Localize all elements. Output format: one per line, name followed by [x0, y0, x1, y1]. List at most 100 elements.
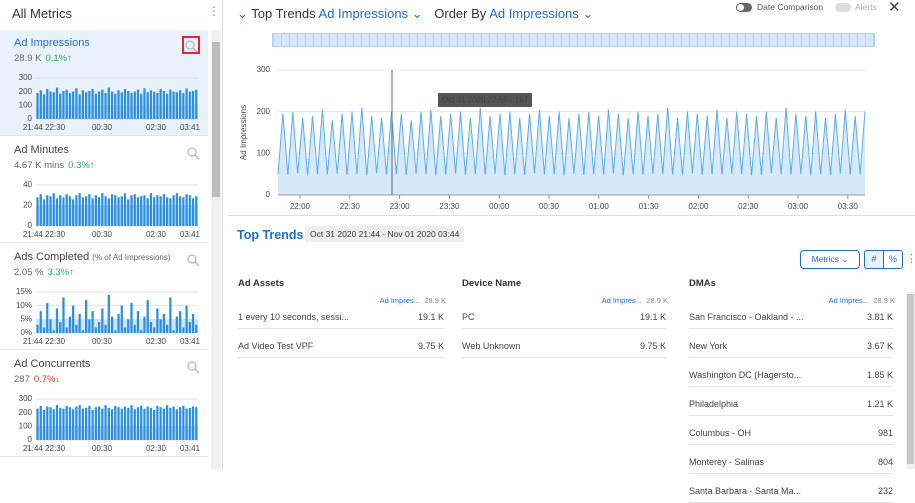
bar — [75, 88, 78, 119]
bar — [130, 93, 133, 119]
table-row[interactable]: PC 19.1 K — [462, 306, 666, 329]
bar — [46, 195, 49, 226]
alerts-toggle[interactable] — [835, 3, 851, 12]
bar — [101, 408, 104, 440]
bar — [182, 405, 185, 440]
bar — [94, 327, 97, 333]
toggle-label: Date Comparison — [757, 2, 824, 12]
bar — [88, 90, 91, 119]
bar — [169, 297, 172, 333]
zoom-icon[interactable] — [186, 145, 200, 160]
bar — [62, 197, 65, 226]
table-row[interactable]: Ad Video Test VPF 9.75 K — [238, 335, 444, 358]
bar — [162, 90, 166, 119]
percent-button[interactable]: % — [883, 250, 903, 269]
bar — [178, 196, 182, 226]
bar — [149, 193, 153, 226]
toggle[interactable] — [736, 3, 752, 12]
table-row[interactable]: San Francisco - Oakland - ... 3.81 K — [689, 306, 893, 329]
table-row[interactable]: 1 every 10 seconds, sessi... 19.1 K — [238, 306, 444, 329]
bar — [52, 193, 55, 226]
table-row[interactable]: Santa Barbara - Santa Ma... 232 — [689, 480, 893, 503]
bar — [107, 87, 110, 119]
metric-card[interactable]: Ads Completed (% of Ad Impressions) 2.05 … — [0, 244, 208, 350]
bar — [65, 89, 68, 119]
bar — [114, 93, 117, 119]
metric-card[interactable]: Ad Impressions 28.9 K 0.1%↑ 0 100 200 300 21:44… — [0, 30, 208, 136]
metric-name: Ad Impressions — [14, 37, 90, 49]
table-row[interactable]: New York 3.67 K — [689, 335, 893, 358]
title: Top Trends — [251, 6, 316, 21]
bar — [191, 406, 195, 440]
table-row[interactable]: Web Unknown 9.75 K — [462, 335, 666, 358]
x-tick-label: 00:30 — [92, 337, 113, 346]
sparkline: 0 20 40 21:44 22:30 00:30 02:30 03:41 — [23, 180, 201, 239]
x-tick-label: 01:00 — [589, 202, 610, 211]
bar — [59, 195, 62, 226]
bar — [68, 316, 72, 333]
bar — [143, 88, 146, 119]
bar — [185, 88, 188, 119]
metric-subtitle: (% of Ad Impressions) — [92, 253, 171, 262]
metric-title: Ad Minutes — [14, 144, 70, 156]
bar — [153, 327, 156, 333]
bar — [68, 407, 72, 440]
menu[interactable]: ⋮ — [906, 253, 915, 265]
x-tick-label: 00:00 — [489, 202, 510, 211]
bar — [39, 311, 42, 333]
metric-value: 28.9 K — [14, 53, 42, 64]
table-row[interactable]: Philadelphia 1.21 K — [689, 393, 893, 416]
x-tick-label: 03:00 — [788, 202, 809, 211]
table-row[interactable]: Washington DC (Hagersto... 1.85 K — [689, 364, 893, 387]
menu[interactable]: ⋮ — [208, 4, 220, 18]
count-button[interactable]: # — [864, 250, 884, 269]
close[interactable]: ✕ — [888, 0, 901, 16]
bar — [78, 313, 81, 333]
table-row[interactable]: Columbus - OH 981 — [689, 422, 893, 445]
bar — [78, 193, 81, 226]
bar — [36, 408, 39, 440]
metric-dropdown[interactable]: Ad Impressions ⌄ — [318, 6, 423, 21]
bar — [169, 407, 172, 440]
y-axis-label: Ad Impressions — [239, 105, 248, 160]
row-value: 1.21 K — [866, 399, 893, 409]
y-tick-label: 200 — [257, 107, 271, 116]
zoom-icon[interactable] — [182, 36, 200, 54]
bar — [97, 406, 101, 440]
metric-name: Ad Minutes — [14, 144, 69, 156]
y-tick-label: 100 — [19, 421, 33, 430]
bar — [127, 319, 130, 333]
bar — [88, 194, 91, 226]
bar — [55, 308, 59, 333]
bar — [97, 197, 101, 226]
bar — [136, 197, 140, 226]
bar — [114, 330, 117, 333]
zoom-icon[interactable] — [186, 359, 200, 374]
bar — [162, 194, 166, 226]
metric-card[interactable]: Ad Minutes 4.67 K mins 0.3%↑ 0 20 40 21:44 22:… — [0, 137, 208, 243]
scrollbar[interactable] — [211, 30, 221, 469]
bar — [104, 196, 107, 226]
order-dropdown[interactable]: Ad Impressions ⌄ — [489, 6, 594, 21]
metric-value-row: 28.9 K 0.1%↑ — [14, 53, 72, 64]
zoom-icon[interactable] — [186, 252, 200, 267]
bar — [136, 311, 140, 333]
table-row[interactable]: Monterey - Salinas 804 — [689, 451, 893, 474]
bar — [107, 294, 110, 333]
bar — [143, 408, 146, 440]
scrollbar[interactable] — [906, 292, 915, 469]
bar — [101, 89, 104, 119]
bar — [156, 405, 159, 440]
bar — [120, 92, 123, 119]
metric-name: Ads Completed (% of Ad Impressions) — [14, 251, 171, 263]
bar — [117, 313, 120, 333]
metrics-button[interactable]: Metrics ⌄ — [800, 250, 860, 269]
bar — [52, 330, 55, 333]
metric-card[interactable]: Ad Concurrents 287 0.7%↓ 0 100 200 300 21:44 22… — [0, 351, 208, 457]
range-brush[interactable] — [272, 33, 875, 47]
sparkline: 0% 5% 10% 15% 21:44 22:30 00:30 02:30 03:41 — [16, 287, 201, 346]
order-label: Order By — [434, 6, 487, 21]
x-tick-label: 02:30 — [146, 123, 167, 132]
bar — [81, 90, 85, 119]
row-value: 9.75 K — [639, 341, 666, 351]
